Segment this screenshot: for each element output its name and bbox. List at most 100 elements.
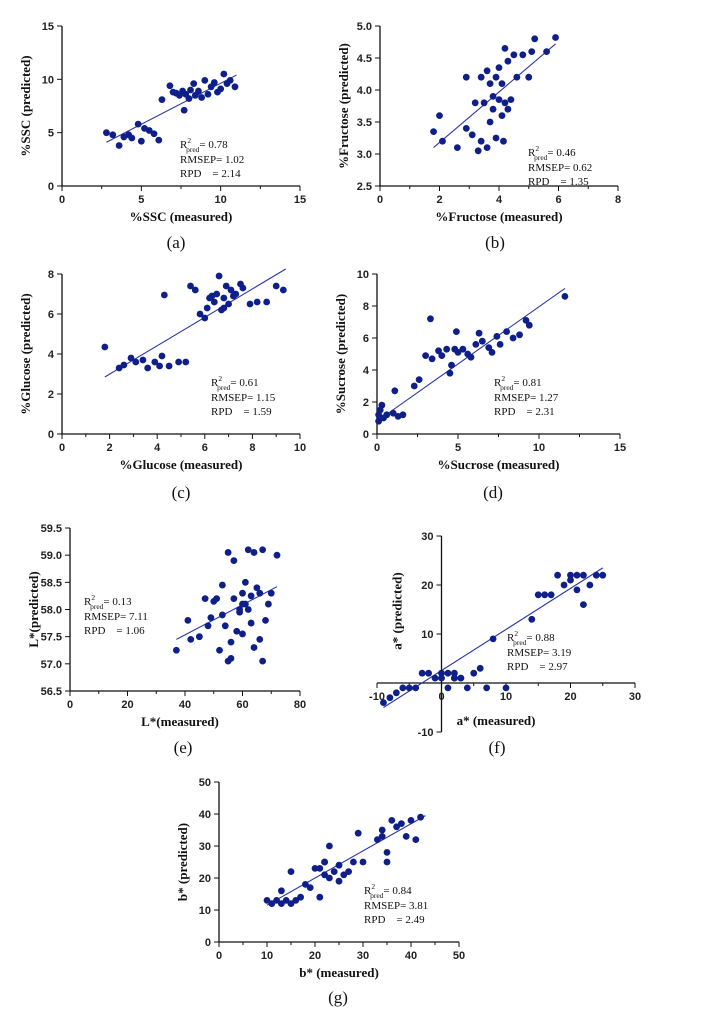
data-point <box>185 95 193 102</box>
data-point <box>195 87 202 95</box>
panel-d: 0 5 10 15 0 2 4 6 8 10 %Sucrose (measured) %Sucrose… <box>333 269 626 502</box>
x-tick-label: -10 <box>369 691 385 703</box>
data-point <box>480 99 488 107</box>
data-point <box>599 571 607 579</box>
data-point <box>187 282 194 290</box>
data-point <box>448 361 455 369</box>
x-axis-label: %Fructose (measured) <box>435 209 562 224</box>
data-point <box>247 619 255 627</box>
data-point <box>444 669 452 677</box>
data-point <box>144 364 152 372</box>
stat-r2-sub: pred <box>370 891 384 900</box>
x-tick-label: 40 <box>405 950 417 962</box>
data-point <box>225 300 233 308</box>
data-point <box>457 674 465 682</box>
panel-e: 0 20 40 60 80 56.5 57.0 57.5 58.0 58.5 59.0 59.5 L*(… <box>26 523 306 757</box>
data-point <box>226 77 234 84</box>
data-point <box>412 684 420 692</box>
stat-r2-symbol: R <box>84 596 92 608</box>
data-point <box>443 345 451 353</box>
data-point <box>547 591 555 599</box>
y-tick-label: 0 <box>205 937 211 949</box>
y-tick-label: 58.0 <box>41 605 62 617</box>
data-point <box>137 137 145 145</box>
x-tick-label: 0 <box>59 194 65 206</box>
data-point <box>446 369 454 377</box>
x-tick-label: 6 <box>202 442 208 454</box>
stat-r2-sub: pred <box>217 383 231 392</box>
data-point <box>567 571 574 579</box>
data-point <box>321 858 328 866</box>
data-point <box>127 354 135 362</box>
data-point <box>402 833 410 840</box>
data-point <box>501 99 509 107</box>
data-point <box>422 352 429 359</box>
y-axis-label: %Sucrose (predicted) <box>333 294 348 414</box>
data-point <box>444 684 452 692</box>
data-point <box>250 549 258 556</box>
panel-caption: (a) <box>167 233 186 252</box>
data-point <box>399 411 407 419</box>
data-point <box>278 887 285 895</box>
y-tick-label: 0 <box>48 429 54 441</box>
data-point <box>510 51 518 59</box>
stat-r2-value: = 0.78 <box>199 139 228 151</box>
data-point <box>151 358 159 366</box>
data-point <box>231 83 239 91</box>
data-point <box>554 571 561 579</box>
data-point <box>203 304 211 312</box>
data-point <box>500 137 507 145</box>
stat-rpd: RPD = 2.97 <box>507 661 568 673</box>
stat-r2-value: = 0.61 <box>230 377 258 389</box>
stat-rpd: RPD = 1.06 <box>84 625 145 637</box>
data-point <box>462 124 470 132</box>
data-point <box>386 694 394 702</box>
data-point <box>241 578 249 586</box>
stat-r2: R2 pred= 0.78 <box>180 136 228 154</box>
data-point <box>213 595 221 603</box>
y-axis-label: %Fructose (predicted) <box>336 43 351 169</box>
data-point <box>378 826 386 834</box>
x-tick-label: 2 <box>107 442 113 454</box>
data-point <box>468 131 476 139</box>
panel-caption: (e) <box>174 738 193 757</box>
data-point <box>239 589 246 597</box>
data-point <box>407 817 415 824</box>
data-point <box>488 349 496 356</box>
data-point <box>198 94 206 101</box>
data-point <box>513 73 521 81</box>
data-point <box>486 80 494 87</box>
panel-b: 0 2 4 6 8 2.5 3.0 3.5 4.0 4.5 5.0 %Fructose (measur… <box>336 21 621 252</box>
data-point <box>158 352 166 360</box>
x-tick-label: 8 <box>249 442 255 454</box>
data-point <box>525 321 533 329</box>
data-point <box>477 137 485 145</box>
data-point <box>191 286 199 294</box>
x-axis-label: L*(measured) <box>141 714 219 729</box>
data-point <box>498 112 506 119</box>
data-point <box>259 546 267 554</box>
data-point <box>453 144 461 152</box>
data-point <box>467 353 475 361</box>
data-point <box>244 546 252 554</box>
data-point <box>175 358 183 366</box>
data-point <box>273 551 281 559</box>
x-tick-label: 5 <box>455 442 461 454</box>
data-point <box>259 657 267 665</box>
data-point <box>503 328 510 335</box>
x-tick-label: 10 <box>294 442 306 454</box>
regression-line <box>266 815 426 906</box>
y-tick-label: 10 <box>199 905 211 917</box>
data-point <box>220 304 228 312</box>
data-point <box>543 48 550 55</box>
data-point <box>155 136 163 144</box>
stat-rmsep: RMSEP= 1.15 <box>211 392 276 404</box>
data-point <box>534 591 542 599</box>
stat-rpd: RPD = 2.31 <box>494 406 555 418</box>
data-point <box>196 310 204 318</box>
data-point <box>239 600 246 608</box>
data-point <box>222 282 230 290</box>
stat-r2-symbol: R <box>528 147 536 159</box>
data-point <box>221 622 229 630</box>
